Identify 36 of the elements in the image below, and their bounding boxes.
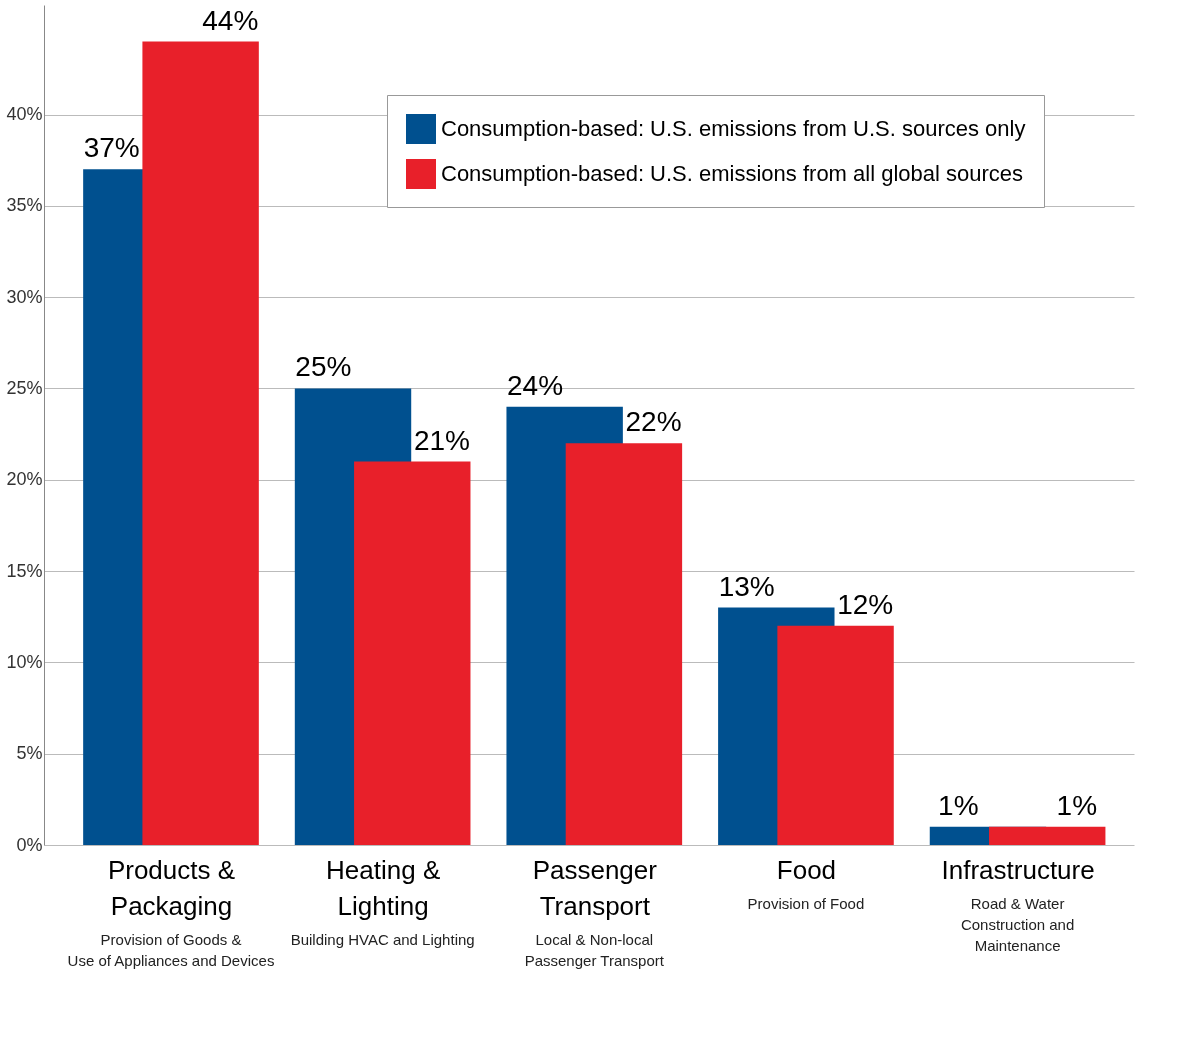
text: 12%	[837, 588, 894, 620]
text: 44%	[202, 4, 259, 36]
x-tick-label: Products & Packaging	[107, 854, 236, 921]
legend-label: Consumption-based: U.S. emissions from all global sources	[441, 161, 1024, 186]
x-tick-label: Heating & Lighting	[326, 854, 441, 921]
y-tick-label: 20%	[6, 469, 43, 490]
bar	[142, 41, 259, 845]
y-tick-label: 0%	[16, 834, 43, 855]
text: 24%	[507, 369, 564, 401]
text: 13%	[718, 570, 775, 602]
x-tick-label: Passenger Transport	[532, 854, 658, 921]
text: Provision of Goods & Use of Appliances and Devices	[67, 931, 275, 969]
y-tick-label: 25%	[6, 377, 43, 398]
x-tick-label: Food	[776, 854, 837, 885]
x-tick-label: Infrastructure	[941, 854, 1095, 885]
bar	[565, 443, 683, 845]
y-tick-label: 15%	[6, 560, 43, 581]
bar	[354, 461, 471, 845]
bar	[777, 625, 894, 845]
y-tick-label: 35%	[6, 195, 43, 216]
text: 1%	[1056, 789, 1098, 821]
y-tick-label: 5%	[16, 743, 43, 764]
text: Local & Non-local Passenger Transport	[524, 931, 665, 969]
bar	[989, 826, 1106, 845]
y-tick-label: 10%	[6, 651, 43, 672]
legend-label: Consumption-based: U.S. emissions from U.S. sources only	[441, 116, 1026, 141]
text: Road & Water Construction and Maintenance	[960, 895, 1075, 954]
text: 22%	[625, 406, 682, 438]
text: 25%	[295, 351, 352, 383]
text: 37%	[83, 132, 140, 164]
text: 1%	[938, 789, 979, 821]
text: Provision of Food	[747, 895, 865, 912]
y-tick-label: 40%	[6, 104, 43, 125]
y-tick-label: 30%	[6, 286, 43, 307]
text: Building HVAC and Lighting	[290, 931, 475, 948]
text: 21%	[413, 424, 470, 456]
